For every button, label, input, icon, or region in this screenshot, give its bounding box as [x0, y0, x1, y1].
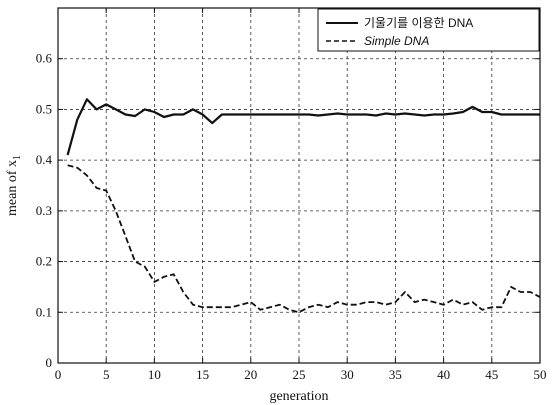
x-tick-label: 35 [389, 367, 402, 382]
y-axis-label: mean of x1 [5, 155, 23, 216]
y-axis-label-text: mean of x [5, 160, 20, 216]
y-axis-ticks: 0 0.1 0.2 0.3 0.4 0.5 0.6 [36, 51, 540, 370]
x-tick-label: 25 [293, 367, 306, 382]
legend: 기울기를 이용한 DNA Simple DNA [317, 8, 540, 52]
x-tick-label: 10 [148, 367, 161, 382]
x-axis-ticks: 0 5 10 15 20 25 30 35 40 45 50 [55, 8, 547, 382]
y-tick-label: 0.4 [36, 152, 53, 167]
series [66, 98, 541, 314]
legend-label-simple-dna: Simple DNA [364, 34, 429, 48]
x-tick-label: 20 [244, 367, 257, 382]
y-tick-label: 0.5 [36, 101, 52, 116]
x-tick-label: 15 [196, 367, 209, 382]
y-tick-label: 0.2 [36, 254, 52, 269]
y-tick-label: 0 [46, 355, 53, 370]
x-tick-label: 0 [55, 367, 62, 382]
series-line-gradient-dna [66, 98, 540, 156]
series-line-simple-dna [67, 164, 541, 314]
x-tick-label: 45 [485, 367, 498, 382]
x-tick-label: 50 [534, 367, 547, 382]
x-tick-label: 30 [341, 367, 354, 382]
x-tick-label: 5 [103, 367, 110, 382]
y-tick-label: 0.3 [36, 203, 52, 218]
y-axis-label-subscript: 1 [12, 155, 23, 160]
grid [58, 8, 540, 363]
x-tick-label: 40 [437, 367, 450, 382]
y-tick-label: 0.1 [36, 304, 52, 319]
y-tick-label: 0.6 [36, 51, 53, 66]
x-axis-label: generation [269, 389, 328, 404]
legend-label-gradient-dna: 기울기를 이용한 DNA [364, 16, 473, 30]
legend-box [317, 8, 540, 52]
